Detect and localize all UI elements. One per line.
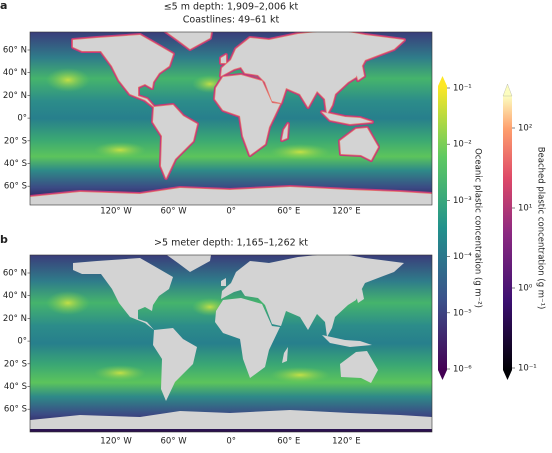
colorbar-oceanic — [438, 86, 447, 370]
lat-label: 40° S — [4, 382, 27, 392]
colorbar-tick-label: 10⁻¹ — [453, 84, 472, 94]
colorbar-tick-label: 10⁻¹ — [518, 364, 537, 374]
lat-label: 20° N — [3, 91, 27, 101]
lat-label: 0° — [17, 114, 27, 124]
lon-label: 60° W — [161, 207, 188, 217]
lon-label: 60° E — [277, 437, 300, 447]
map-a — [30, 32, 432, 205]
lon-label: 60° E — [277, 207, 300, 217]
lat-label: 0° — [17, 337, 27, 347]
lon-label: 120° E — [332, 437, 361, 447]
panel-letter: a — [0, 0, 7, 12]
lat-label: 20° S — [4, 136, 27, 146]
colorbar-label: Beached plastic concentration (g m⁻¹) — [536, 147, 546, 310]
lon-label: 120° W — [100, 437, 132, 447]
lat-label: 60° S — [4, 405, 27, 415]
colorbar-tick-label: 10⁻⁴ — [453, 252, 472, 262]
colorbar-tick-label: 10⁻⁵ — [453, 308, 472, 318]
lat-label: 40° N — [3, 68, 27, 78]
colorbar-tick-label: 10⁻³ — [453, 196, 472, 206]
lon-label: 60° W — [161, 437, 188, 447]
lat-label: 40° S — [4, 159, 27, 169]
colorbar-label: Oceanic plastic concentration (g m⁻²) — [473, 148, 483, 308]
colorbar-tick-label: 10⁻² — [453, 140, 472, 150]
colorbar-arrow — [503, 370, 512, 380]
lat-label: 60° N — [3, 269, 27, 279]
map-b — [30, 255, 432, 432]
lat-label: 60° N — [3, 46, 27, 56]
lat-label: 20° N — [3, 314, 27, 324]
colorbar-beached — [503, 96, 512, 370]
lon-label: 0° — [226, 207, 236, 217]
lon-label: 120° E — [332, 207, 361, 217]
lon-label: 120° W — [100, 207, 132, 217]
frame-a — [29, 31, 433, 206]
panel-letter: b — [0, 233, 8, 246]
panel-title: ≤5 m depth: 1,909–2,006 kt — [164, 2, 299, 13]
panel-title: >5 meter depth: 1,165–1,262 kt — [154, 238, 308, 249]
panel-title: Coastlines: 49–61 kt — [183, 15, 280, 26]
colorbar-tick-label: 10⁻⁶ — [453, 365, 472, 375]
lat-label: 20° S — [4, 359, 27, 369]
lat-label: 60° S — [4, 182, 27, 192]
colorbar-tick-label: 10² — [518, 124, 532, 134]
colorbar-arrow — [438, 370, 447, 380]
colorbar-arrow — [438, 76, 447, 86]
colorbar-tick-label: 10⁰ — [518, 284, 533, 294]
lon-label: 0° — [226, 437, 236, 447]
colorbar-arrow — [502, 83, 513, 97]
colorbar-tick-label: 10¹ — [518, 204, 532, 214]
frame-b — [29, 254, 433, 433]
lat-label: 40° N — [3, 291, 27, 301]
